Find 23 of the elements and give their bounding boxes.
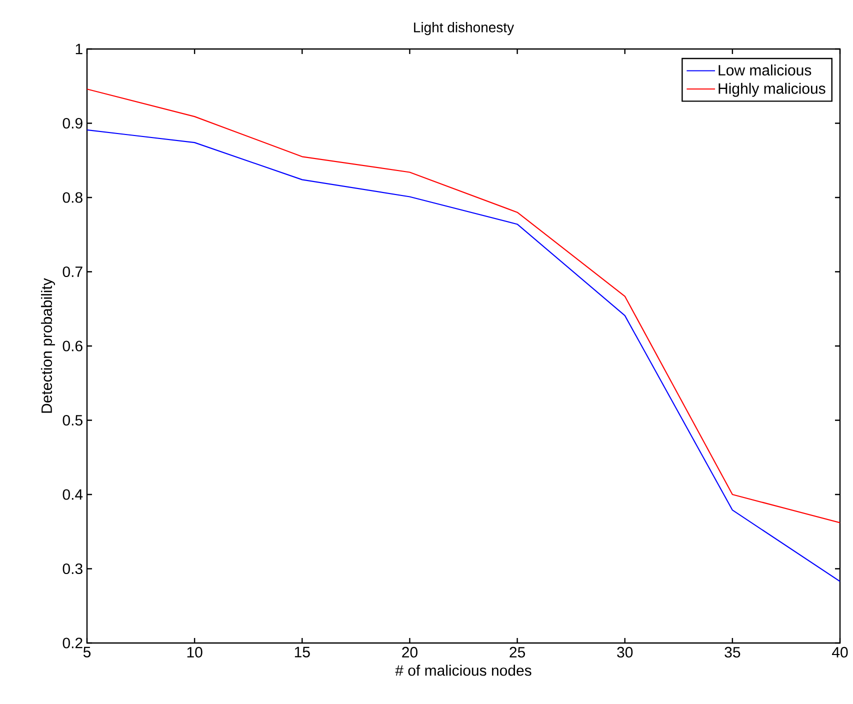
x-axis-title: # of malicious nodes (395, 664, 532, 676)
y-tick-label: 0.6 (62, 340, 82, 352)
x-tick-label: 40 (832, 646, 848, 658)
y-tick-label: 0.5 (62, 414, 82, 426)
y-tick-label: 0.4 (62, 489, 83, 500)
y-tick-label: 0.8 (62, 192, 82, 203)
y-tick-label: 0.2 (62, 638, 82, 648)
x-tick-label: 10 (187, 646, 202, 658)
y-tick-label: 1 (76, 44, 82, 54)
x-tick-label: 30 (617, 646, 633, 658)
x-tick-label: 15 (294, 646, 310, 658)
y-tick-label: 0.7 (62, 266, 82, 278)
x-tick-label: 35 (724, 646, 740, 658)
legend-label: Low malicious (718, 64, 812, 76)
y-tick-label: 0.3 (62, 563, 82, 574)
x-tick-label: 20 (402, 646, 418, 658)
x-tick-label: 5 (83, 646, 91, 658)
y-axis-title: Detection probability (41, 278, 55, 413)
chart-title: Light dishonesty (414, 22, 514, 36)
y-tick-label: 0.9 (62, 118, 82, 129)
x-tick-label: 25 (510, 646, 526, 658)
legend-label: Highly malicious (718, 82, 826, 97)
line-series (87, 129, 840, 582)
